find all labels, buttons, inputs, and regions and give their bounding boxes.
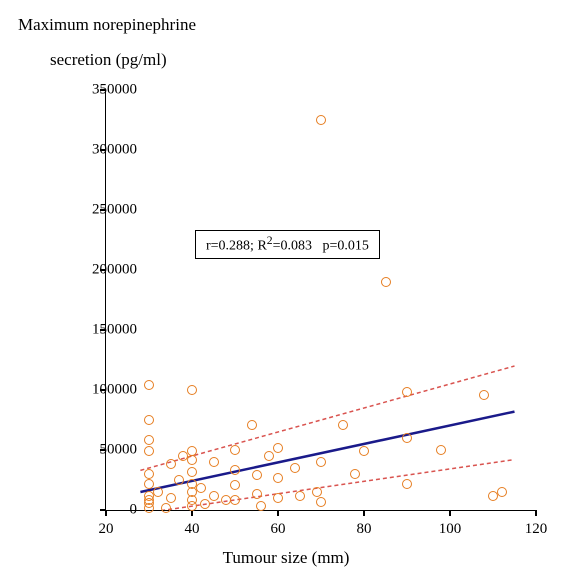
data-point (316, 115, 326, 125)
data-point (338, 420, 348, 430)
data-point (436, 445, 446, 455)
scatter-chart: Maximum norepinephrine secretion (pg/ml)… (0, 0, 572, 586)
data-point (256, 501, 266, 511)
y-tick-label: 50000 (77, 442, 137, 459)
data-point (247, 420, 257, 430)
x-tick (277, 510, 279, 516)
stats-p: p=0.015 (323, 239, 369, 254)
data-point (166, 493, 176, 503)
data-point (144, 435, 154, 445)
data-point (290, 463, 300, 473)
data-point (230, 465, 240, 475)
data-point (187, 455, 197, 465)
y-tick-label: 250000 (77, 202, 137, 219)
data-point (312, 487, 322, 497)
chart-title-line1: Maximum norepinephrine (18, 15, 196, 35)
x-tick-label: 60 (271, 521, 286, 538)
stats-r2-val: =0.083 (273, 239, 312, 254)
data-point (273, 493, 283, 503)
data-point (402, 433, 412, 443)
data-point (161, 503, 171, 513)
data-point (252, 489, 262, 499)
data-point (402, 479, 412, 489)
data-point (200, 499, 210, 509)
data-point (381, 277, 391, 287)
data-point (187, 467, 197, 477)
y-tick-label: 150000 (77, 322, 137, 339)
x-tick-label: 40 (185, 521, 200, 538)
y-tick-label: 350000 (77, 82, 137, 99)
x-tick (535, 510, 537, 516)
x-tick-label: 20 (99, 521, 114, 538)
data-point (350, 469, 360, 479)
data-point (166, 459, 176, 469)
data-point (273, 473, 283, 483)
y-tick-label: 0 (77, 502, 137, 519)
data-point (209, 457, 219, 467)
data-point (359, 446, 369, 456)
x-tick (363, 510, 365, 516)
data-point (144, 415, 154, 425)
chart-title-line2: secretion (pg/ml) (50, 50, 167, 70)
x-tick-label: 80 (357, 521, 372, 538)
x-tick (449, 510, 451, 516)
data-point (252, 470, 262, 480)
data-point (144, 495, 154, 505)
data-point (316, 497, 326, 507)
data-point (187, 385, 197, 395)
x-tick-label: 100 (439, 521, 462, 538)
stats-r: r=0.288; R (206, 239, 267, 254)
data-point (230, 495, 240, 505)
x-tick-label: 120 (525, 521, 548, 538)
data-point (209, 491, 219, 501)
y-tick-label: 100000 (77, 382, 137, 399)
data-point (144, 479, 154, 489)
data-point (273, 443, 283, 453)
data-point (230, 445, 240, 455)
y-tick-label: 300000 (77, 142, 137, 159)
plot-area: 20406080100120 (105, 90, 536, 511)
stats-box: r=0.288; R2=0.083 p=0.015 (195, 230, 380, 259)
data-point (316, 457, 326, 467)
data-point (174, 475, 184, 485)
data-point (479, 390, 489, 400)
data-point (144, 469, 154, 479)
data-point (230, 480, 240, 490)
trend-lines-svg (106, 90, 536, 510)
data-point (497, 487, 507, 497)
y-tick-label: 200000 (77, 262, 137, 279)
data-point (153, 487, 163, 497)
data-point (402, 387, 412, 397)
data-point (187, 501, 197, 511)
data-point (144, 380, 154, 390)
data-point (144, 446, 154, 456)
data-point (295, 491, 305, 501)
x-axis-label: Tumour size (mm) (0, 548, 572, 568)
data-point (264, 451, 274, 461)
data-point (196, 483, 206, 493)
